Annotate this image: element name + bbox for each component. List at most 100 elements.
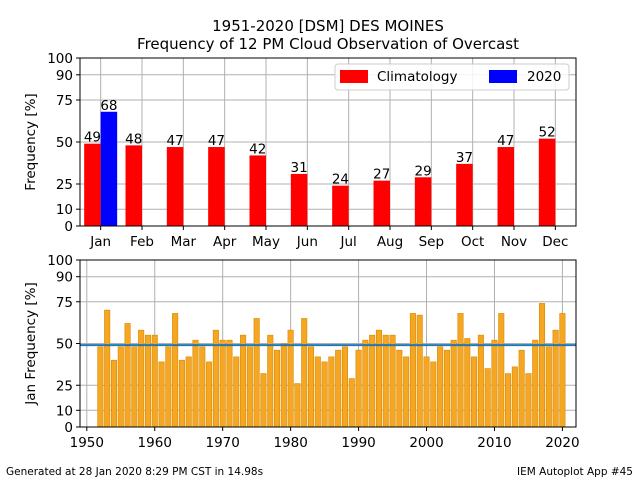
january-year-bar	[111, 360, 116, 427]
legend-2020-swatch	[489, 70, 517, 83]
climatology-value-label: 29	[414, 163, 431, 179]
climatology-value-label: 31	[290, 160, 307, 176]
january-year-bar	[342, 347, 347, 427]
y-tick-label: 25	[56, 378, 73, 394]
climatology-bar	[250, 155, 267, 226]
january-year-bar	[118, 347, 123, 427]
climatology-value-label: 52	[538, 125, 555, 141]
x-tick-label: Dec	[542, 234, 568, 250]
climatology-value-label: 37	[456, 150, 473, 166]
climatology-value-label: 24	[332, 172, 349, 188]
january-year-bar	[220, 340, 225, 427]
y-tick-label: 10	[56, 202, 73, 218]
current-year-bar	[101, 112, 118, 226]
x-tick-label: 1960	[138, 435, 172, 451]
climatology-bar	[84, 144, 101, 226]
january-year-bar	[302, 318, 307, 427]
january-year-bar	[268, 335, 273, 427]
january-year-bar	[431, 362, 436, 427]
y-tick-label: 25	[56, 177, 73, 193]
legend-2020-label: 2020	[527, 69, 561, 85]
climatology-value-label: 42	[249, 141, 266, 157]
january-year-bar	[329, 357, 334, 427]
climatology-value-label: 49	[84, 130, 101, 146]
climatology-bar	[498, 147, 515, 226]
january-year-bar	[369, 335, 374, 427]
legend-climatology-label: Climatology	[377, 69, 457, 85]
january-year-bar	[383, 335, 388, 427]
x-tick-label: Nov	[501, 234, 527, 250]
january-year-bar	[437, 347, 442, 427]
january-year-bar	[485, 369, 490, 427]
y-tick-label: 0	[64, 420, 73, 436]
x-tick-label: 1970	[206, 435, 240, 451]
footer-app-text: IEM Autoplot App #45	[517, 466, 633, 478]
january-year-bar	[132, 347, 137, 427]
x-tick-label: 2020	[545, 435, 579, 451]
chart-subtitle: Frequency of 12 PM Cloud Observation of …	[137, 35, 519, 53]
climatology-bar	[291, 174, 308, 226]
january-year-bar	[451, 340, 456, 427]
x-tick-label: Aug	[377, 234, 403, 250]
climatology-bar	[167, 147, 184, 226]
climatology-value-label: 47	[208, 133, 225, 149]
x-tick-label: Oct	[461, 234, 484, 250]
january-year-bar	[356, 350, 361, 427]
january-year-bar	[281, 344, 286, 428]
climatology-value-label: 48	[125, 131, 142, 147]
footer-generated-text: Generated at 28 Jan 2020 8:29 PM CST in …	[6, 466, 263, 478]
january-year-bar	[560, 313, 565, 427]
x-tick-label: 2000	[409, 435, 443, 451]
january-year-bar	[465, 338, 470, 427]
january-year-bar	[240, 335, 245, 427]
x-tick-label: Jul	[340, 234, 357, 250]
x-tick-label: Feb	[130, 234, 154, 250]
x-tick-label: 1950	[70, 435, 104, 451]
january-year-bar	[533, 340, 538, 427]
y-tick-label: 10	[56, 403, 73, 419]
x-tick-label: 2010	[477, 435, 511, 451]
y-tick-label: 0	[64, 219, 73, 235]
january-year-bar	[145, 335, 150, 427]
january-year-bar	[234, 357, 239, 427]
january-year-bar	[261, 374, 266, 427]
x-tick-label: Sep	[419, 234, 444, 250]
x-tick-label: 1990	[341, 435, 375, 451]
january-year-bar	[200, 347, 205, 427]
chart-title: 1951-2020 [DSM] DES MOINES	[212, 17, 444, 35]
y-tick-label: 50	[56, 337, 73, 353]
january-year-bar	[519, 350, 524, 427]
january-year-bar	[349, 379, 354, 427]
climatology-bar	[208, 147, 225, 226]
x-tick-label: Apr	[213, 234, 237, 250]
january-year-bar	[227, 340, 232, 427]
january-year-bar	[512, 367, 517, 427]
y-axis-label: Frequency [%]	[23, 93, 39, 190]
current-year-value-label: 68	[100, 98, 117, 114]
january-year-bar	[166, 347, 171, 427]
x-tick-label: Mar	[171, 234, 197, 250]
january-year-bar	[458, 313, 463, 427]
january-year-bar	[505, 374, 510, 427]
january-year-bar	[417, 315, 422, 427]
climatology-bar	[126, 145, 143, 226]
january-year-bar	[308, 347, 313, 427]
january-year-bar	[274, 350, 279, 427]
january-year-bar	[98, 347, 103, 427]
january-year-bar	[403, 357, 408, 427]
january-year-bar	[410, 313, 415, 427]
january-year-bar	[315, 357, 320, 427]
january-year-bar	[247, 347, 252, 427]
y-tick-label: 90	[56, 68, 73, 84]
legend-climatology-swatch	[340, 70, 368, 83]
climatology-bar	[374, 181, 391, 226]
january-year-bar	[471, 357, 476, 427]
y-tick-label: 50	[56, 135, 73, 151]
x-tick-label: Jan	[89, 234, 111, 250]
figure: 1951-2020 [DSM] DES MOINES Frequency of …	[0, 0, 640, 480]
january-year-bar	[206, 362, 211, 427]
january-year-bar	[254, 318, 259, 427]
january-year-bar	[397, 350, 402, 427]
january-year-bar	[179, 360, 184, 427]
